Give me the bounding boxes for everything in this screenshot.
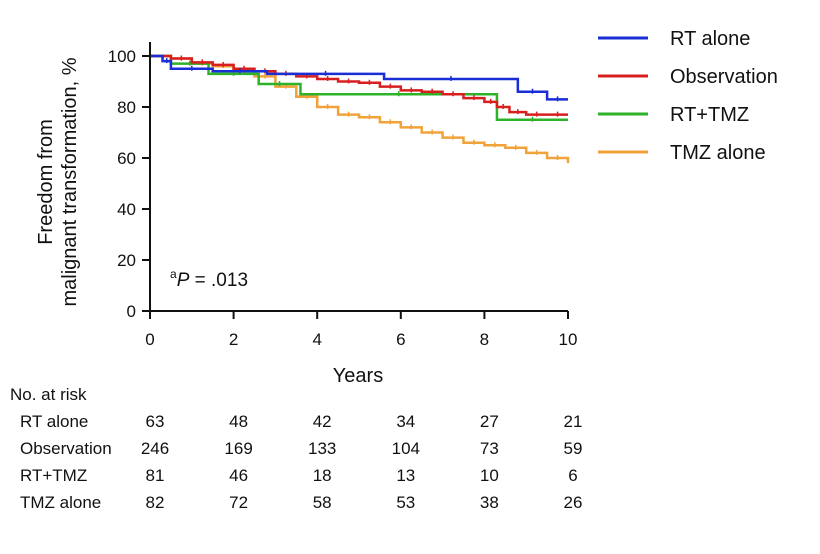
legend-label: TMZ alone — [670, 142, 766, 164]
risk-row-name: TMZ alone — [20, 493, 102, 512]
risk-value: 58 — [312, 493, 332, 512]
x-tick-label: 10 — [559, 330, 578, 349]
risk-value: 63 — [145, 412, 165, 431]
risk-value: 53 — [396, 493, 416, 512]
risk-value: 104 — [391, 439, 420, 458]
p-value-superscript: a — [170, 267, 177, 281]
x-tick-label: 2 — [229, 330, 238, 349]
p-value-annotation: aP = .013 — [170, 267, 248, 291]
x-tick-label: 0 — [145, 330, 154, 349]
risk-value: 82 — [145, 493, 165, 512]
risk-value: 10 — [479, 466, 499, 485]
risk-value: 38 — [479, 493, 499, 512]
risk-value: 6 — [568, 466, 578, 485]
legend-label: RT alone — [670, 28, 750, 50]
series-line-tmz-alone — [150, 54, 570, 164]
y-tick-label: 80 — [117, 98, 136, 117]
risk-row-name: Observation — [20, 439, 112, 458]
p-value-letter: P — [177, 270, 190, 291]
y-tick-label: 40 — [117, 200, 136, 219]
risk-table-row: TMZ alone 82 72 58 53 38 26 — [0, 493, 820, 517]
p-value-text: = .013 — [189, 270, 248, 291]
risk-value: 48 — [229, 412, 249, 431]
y-tick-label: 0 — [127, 302, 136, 321]
x-tick-label: 6 — [396, 330, 405, 349]
legend-label: Observation — [670, 66, 778, 88]
risk-table-row: RT+TMZ 81 46 18 13 10 6 — [0, 466, 820, 490]
risk-table-row: Observation 246 169 133 104 73 59 — [0, 439, 820, 463]
legend-label: RT+TMZ — [670, 104, 749, 126]
y-axis-title-line1: Freedom from — [35, 119, 57, 245]
risk-value: 46 — [229, 466, 249, 485]
risk-value: 133 — [308, 439, 337, 458]
y-tick-label: 60 — [117, 149, 136, 168]
risk-value: 34 — [396, 412, 416, 431]
risk-value: 26 — [563, 493, 583, 512]
risk-value: 18 — [312, 466, 332, 485]
risk-value: 59 — [563, 439, 583, 458]
risk-value: 73 — [479, 439, 499, 458]
risk-value: 42 — [312, 412, 332, 431]
y-axis-title-line2: malignant transformation, % — [59, 57, 81, 306]
risk-value: 27 — [479, 412, 499, 431]
y-tick-label: 20 — [117, 251, 136, 270]
risk-row-name: RT alone — [20, 412, 89, 431]
y-tick-label: 100 — [108, 47, 136, 66]
x-tick-label: 4 — [312, 330, 321, 349]
risk-value: 72 — [229, 493, 249, 512]
risk-row-name: RT+TMZ — [20, 466, 88, 485]
risk-value: 13 — [396, 466, 416, 485]
series-line-observation — [150, 54, 568, 116]
x-axis-title: Years — [333, 365, 383, 387]
x-tick-label: 8 — [480, 330, 489, 349]
risk-value: 81 — [145, 466, 165, 485]
risk-table-title: No. at risk — [10, 385, 87, 404]
risk-value: 246 — [140, 439, 170, 458]
risk-value: 169 — [224, 439, 253, 458]
risk-table-row: RT alone 63 48 42 34 27 21 — [0, 412, 820, 436]
legend: RT alone Observation RT+TMZ TMZ alone — [598, 28, 778, 164]
risk-value: 21 — [563, 412, 583, 431]
